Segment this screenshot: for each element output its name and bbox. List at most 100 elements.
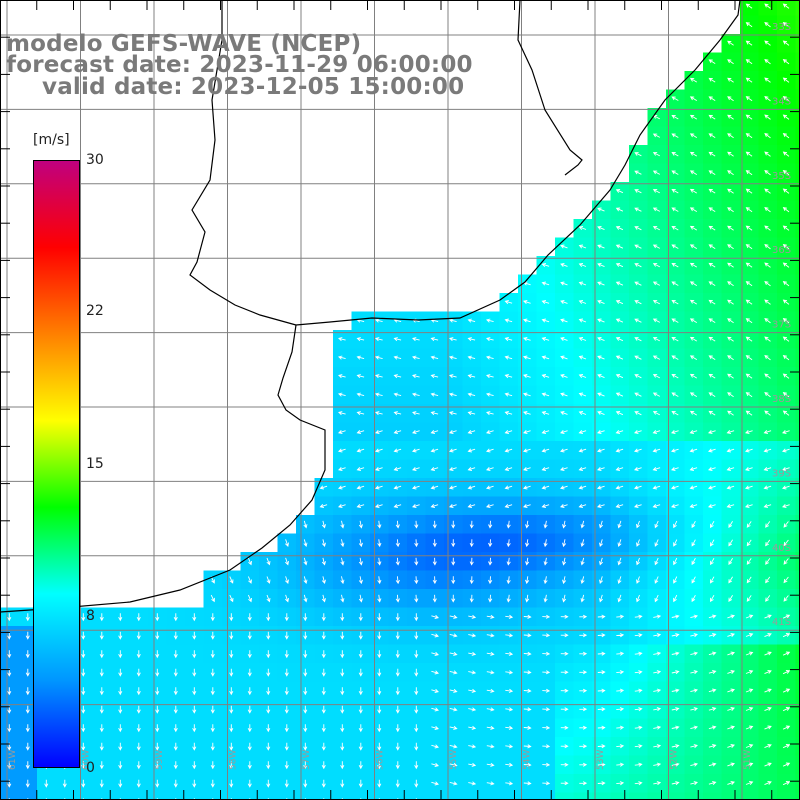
- wind-arrow: [414, 557, 419, 566]
- wind-arrow: [597, 244, 605, 249]
- wind-arrow: [652, 448, 661, 453]
- wind-arrow: [414, 687, 419, 696]
- wind-arrow: [99, 761, 104, 770]
- wind-arrow: [745, 485, 753, 490]
- wind-arrow: [764, 651, 772, 656]
- wind-arrow: [579, 707, 588, 712]
- wind-arrow: [377, 687, 382, 696]
- longitude-label: 54W: [523, 750, 533, 770]
- wind-arrow: [745, 244, 753, 250]
- wind-arrow: [118, 687, 123, 696]
- wind-arrow: [691, 576, 696, 584]
- wind-arrow: [542, 633, 551, 638]
- wind-arrow: [636, 576, 640, 584]
- wind-arrow: [303, 705, 308, 714]
- wind-arrow: [340, 539, 345, 548]
- wind-arrow: [488, 576, 493, 585]
- wind-arrow: [414, 613, 419, 622]
- wind-arrow: [745, 207, 753, 213]
- wind-arrow: [636, 520, 640, 529]
- wind-arrow: [745, 762, 754, 767]
- wind-arrow: [764, 670, 772, 675]
- wind-arrow: [653, 781, 662, 786]
- wind-arrow: [652, 170, 661, 175]
- wind-arrow: [541, 466, 550, 471]
- wind-arrow: [541, 429, 550, 434]
- wind-arrow: [506, 557, 511, 566]
- wind-arrow: [578, 318, 587, 323]
- wind-arrow: [468, 670, 477, 675]
- wind-arrow: [599, 539, 604, 547]
- wind-arrow: [468, 633, 477, 638]
- wind-arrow: [81, 779, 86, 788]
- wind-arrow: [782, 299, 790, 305]
- wind-speed-cell: [795, 718, 800, 738]
- wind-arrow: [338, 503, 346, 508]
- wind-arrow: [118, 761, 123, 770]
- wind-arrow: [708, 466, 716, 471]
- wind-arrow: [764, 133, 771, 139]
- wind-arrow: [708, 744, 717, 749]
- wind-arrow: [358, 613, 363, 622]
- wind-arrow: [727, 225, 734, 231]
- wind-speed-cell: [795, 293, 800, 313]
- wind-speed-cell: [795, 274, 800, 294]
- wind-speed-cell: [333, 792, 353, 800]
- wind-arrow: [358, 557, 363, 566]
- wind-arrow: [671, 244, 679, 249]
- wind-arrow: [597, 226, 605, 231]
- wind-arrow: [782, 207, 790, 213]
- wind-arrow: [431, 707, 439, 712]
- wind-arrow: [155, 650, 160, 659]
- wind-arrow: [671, 688, 680, 693]
- wind-arrow: [522, 300, 531, 305]
- wind-arrow: [560, 429, 568, 434]
- wind-arrow: [284, 576, 289, 584]
- wind-arrow: [25, 650, 30, 659]
- wind-arrow: [99, 631, 104, 640]
- wind-arrow: [580, 576, 585, 584]
- wind-arrow: [155, 631, 160, 640]
- wind-arrow: [431, 725, 439, 730]
- wind-arrow: [578, 485, 587, 490]
- wind-arrow: [431, 633, 439, 638]
- wind-arrow: [560, 744, 569, 749]
- wind-arrow: [338, 429, 346, 434]
- wind-arrow: [671, 355, 679, 360]
- wind-arrow: [652, 374, 661, 379]
- wind-arrow: [393, 503, 402, 508]
- wind-arrow: [615, 485, 624, 490]
- wind-arrow: [782, 281, 790, 287]
- wind-arrow: [284, 705, 289, 714]
- wind-arrow: [210, 613, 215, 622]
- wind-arrow: [340, 631, 345, 640]
- wind-arrow: [522, 374, 531, 379]
- wind-arrow: [671, 485, 679, 490]
- wind-arrow: [726, 466, 735, 471]
- wind-arrow: [468, 744, 477, 749]
- wind-arrow: [764, 614, 772, 619]
- wind-speed-cell: [425, 792, 445, 800]
- wind-speed-cell: [795, 200, 800, 220]
- wind-arrow: [393, 485, 402, 490]
- wind-arrow: [504, 374, 513, 379]
- wind-arrow: [690, 744, 698, 749]
- wind-arrow: [375, 466, 383, 471]
- wind-arrow: [634, 263, 642, 268]
- wind-arrow: [247, 742, 252, 751]
- wind-arrow: [782, 170, 790, 176]
- wind-arrow: [449, 614, 458, 619]
- wind-arrow: [634, 207, 642, 212]
- wind-arrow: [542, 670, 551, 675]
- wind-arrow: [25, 613, 30, 622]
- wind-arrow: [449, 651, 458, 656]
- wind-arrow: [597, 207, 605, 212]
- wind-arrow: [486, 503, 494, 508]
- wind-arrow: [617, 520, 622, 529]
- wind-arrow: [338, 355, 346, 360]
- wind-speed-cell: [758, 0, 778, 17]
- wind-speed-cell: [203, 792, 223, 800]
- wind-arrow: [728, 595, 733, 602]
- wind-arrow: [782, 77, 790, 83]
- wind-arrow: [303, 631, 308, 640]
